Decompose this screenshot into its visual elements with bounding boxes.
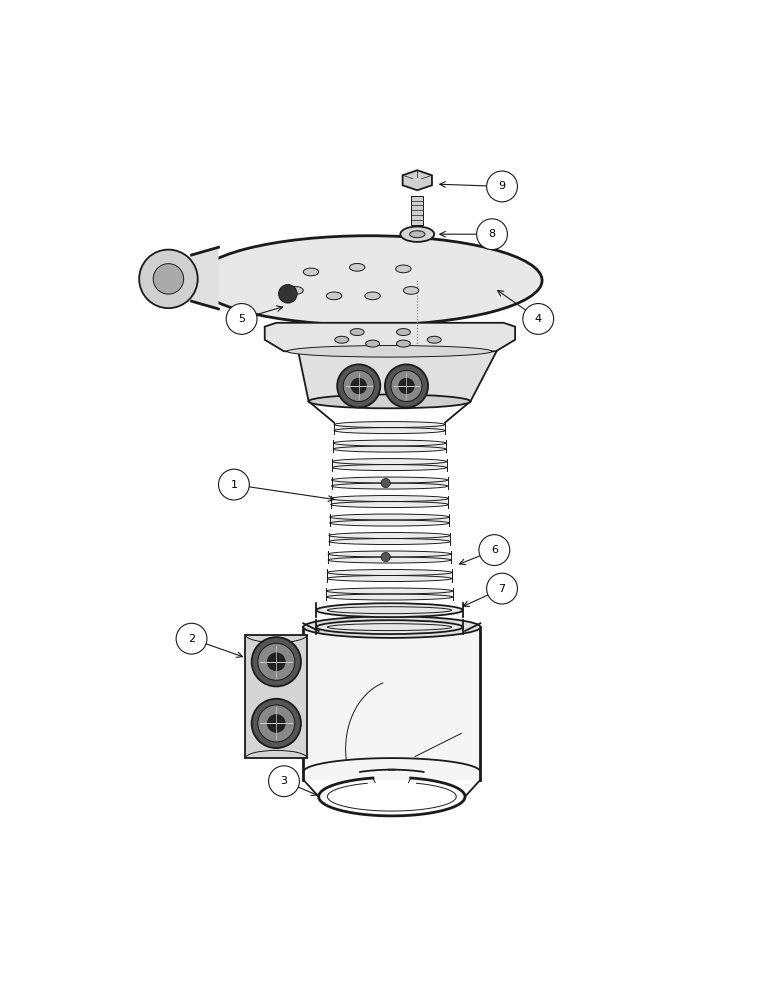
Circle shape (258, 705, 295, 742)
Ellipse shape (317, 603, 462, 617)
Ellipse shape (400, 226, 435, 242)
Polygon shape (265, 323, 515, 351)
Circle shape (385, 364, 428, 408)
Circle shape (267, 714, 286, 733)
Ellipse shape (330, 514, 449, 526)
Ellipse shape (327, 569, 452, 582)
Circle shape (343, 370, 374, 402)
Text: 5: 5 (238, 314, 245, 324)
Text: 9: 9 (498, 181, 506, 191)
Text: 3: 3 (280, 776, 287, 786)
Circle shape (476, 219, 508, 250)
Circle shape (391, 370, 422, 402)
Circle shape (487, 171, 518, 202)
Ellipse shape (334, 422, 445, 434)
Ellipse shape (196, 236, 542, 325)
Ellipse shape (288, 287, 303, 294)
Ellipse shape (317, 620, 462, 634)
Polygon shape (245, 635, 307, 758)
Polygon shape (192, 247, 219, 309)
Ellipse shape (303, 616, 480, 638)
Ellipse shape (404, 287, 419, 294)
Ellipse shape (328, 551, 451, 563)
Circle shape (523, 304, 553, 334)
Ellipse shape (303, 268, 319, 276)
Ellipse shape (349, 263, 365, 271)
Polygon shape (298, 350, 497, 401)
Ellipse shape (327, 292, 341, 300)
Circle shape (479, 535, 510, 565)
Ellipse shape (332, 459, 447, 471)
Circle shape (487, 573, 518, 604)
Circle shape (176, 623, 207, 654)
Ellipse shape (396, 265, 411, 273)
Polygon shape (403, 170, 432, 190)
Circle shape (351, 378, 367, 394)
Circle shape (139, 250, 198, 308)
Ellipse shape (365, 340, 379, 347)
Ellipse shape (397, 340, 411, 347)
Circle shape (153, 264, 184, 294)
Circle shape (268, 766, 300, 797)
Ellipse shape (365, 292, 380, 300)
Ellipse shape (331, 477, 448, 489)
Circle shape (258, 643, 295, 680)
Circle shape (398, 378, 414, 394)
Ellipse shape (334, 336, 348, 343)
Ellipse shape (333, 440, 446, 452)
Ellipse shape (350, 329, 364, 336)
Polygon shape (303, 627, 480, 780)
Text: 1: 1 (230, 480, 237, 490)
Ellipse shape (329, 533, 450, 545)
Ellipse shape (410, 231, 425, 238)
Ellipse shape (287, 346, 492, 357)
Ellipse shape (327, 588, 452, 600)
Circle shape (227, 304, 257, 334)
Polygon shape (411, 196, 424, 225)
Circle shape (251, 637, 301, 686)
Ellipse shape (309, 394, 470, 408)
Text: 6: 6 (491, 545, 498, 555)
Text: 4: 4 (535, 314, 542, 324)
Circle shape (251, 699, 301, 748)
Ellipse shape (397, 329, 411, 336)
Ellipse shape (428, 336, 442, 343)
Circle shape (337, 364, 380, 408)
Circle shape (219, 469, 249, 500)
Text: 2: 2 (188, 634, 195, 644)
Text: 7: 7 (498, 584, 506, 594)
Circle shape (279, 285, 297, 303)
Text: 8: 8 (488, 229, 496, 239)
Circle shape (267, 652, 286, 671)
Ellipse shape (331, 496, 449, 508)
Circle shape (381, 478, 390, 488)
Circle shape (381, 552, 390, 562)
